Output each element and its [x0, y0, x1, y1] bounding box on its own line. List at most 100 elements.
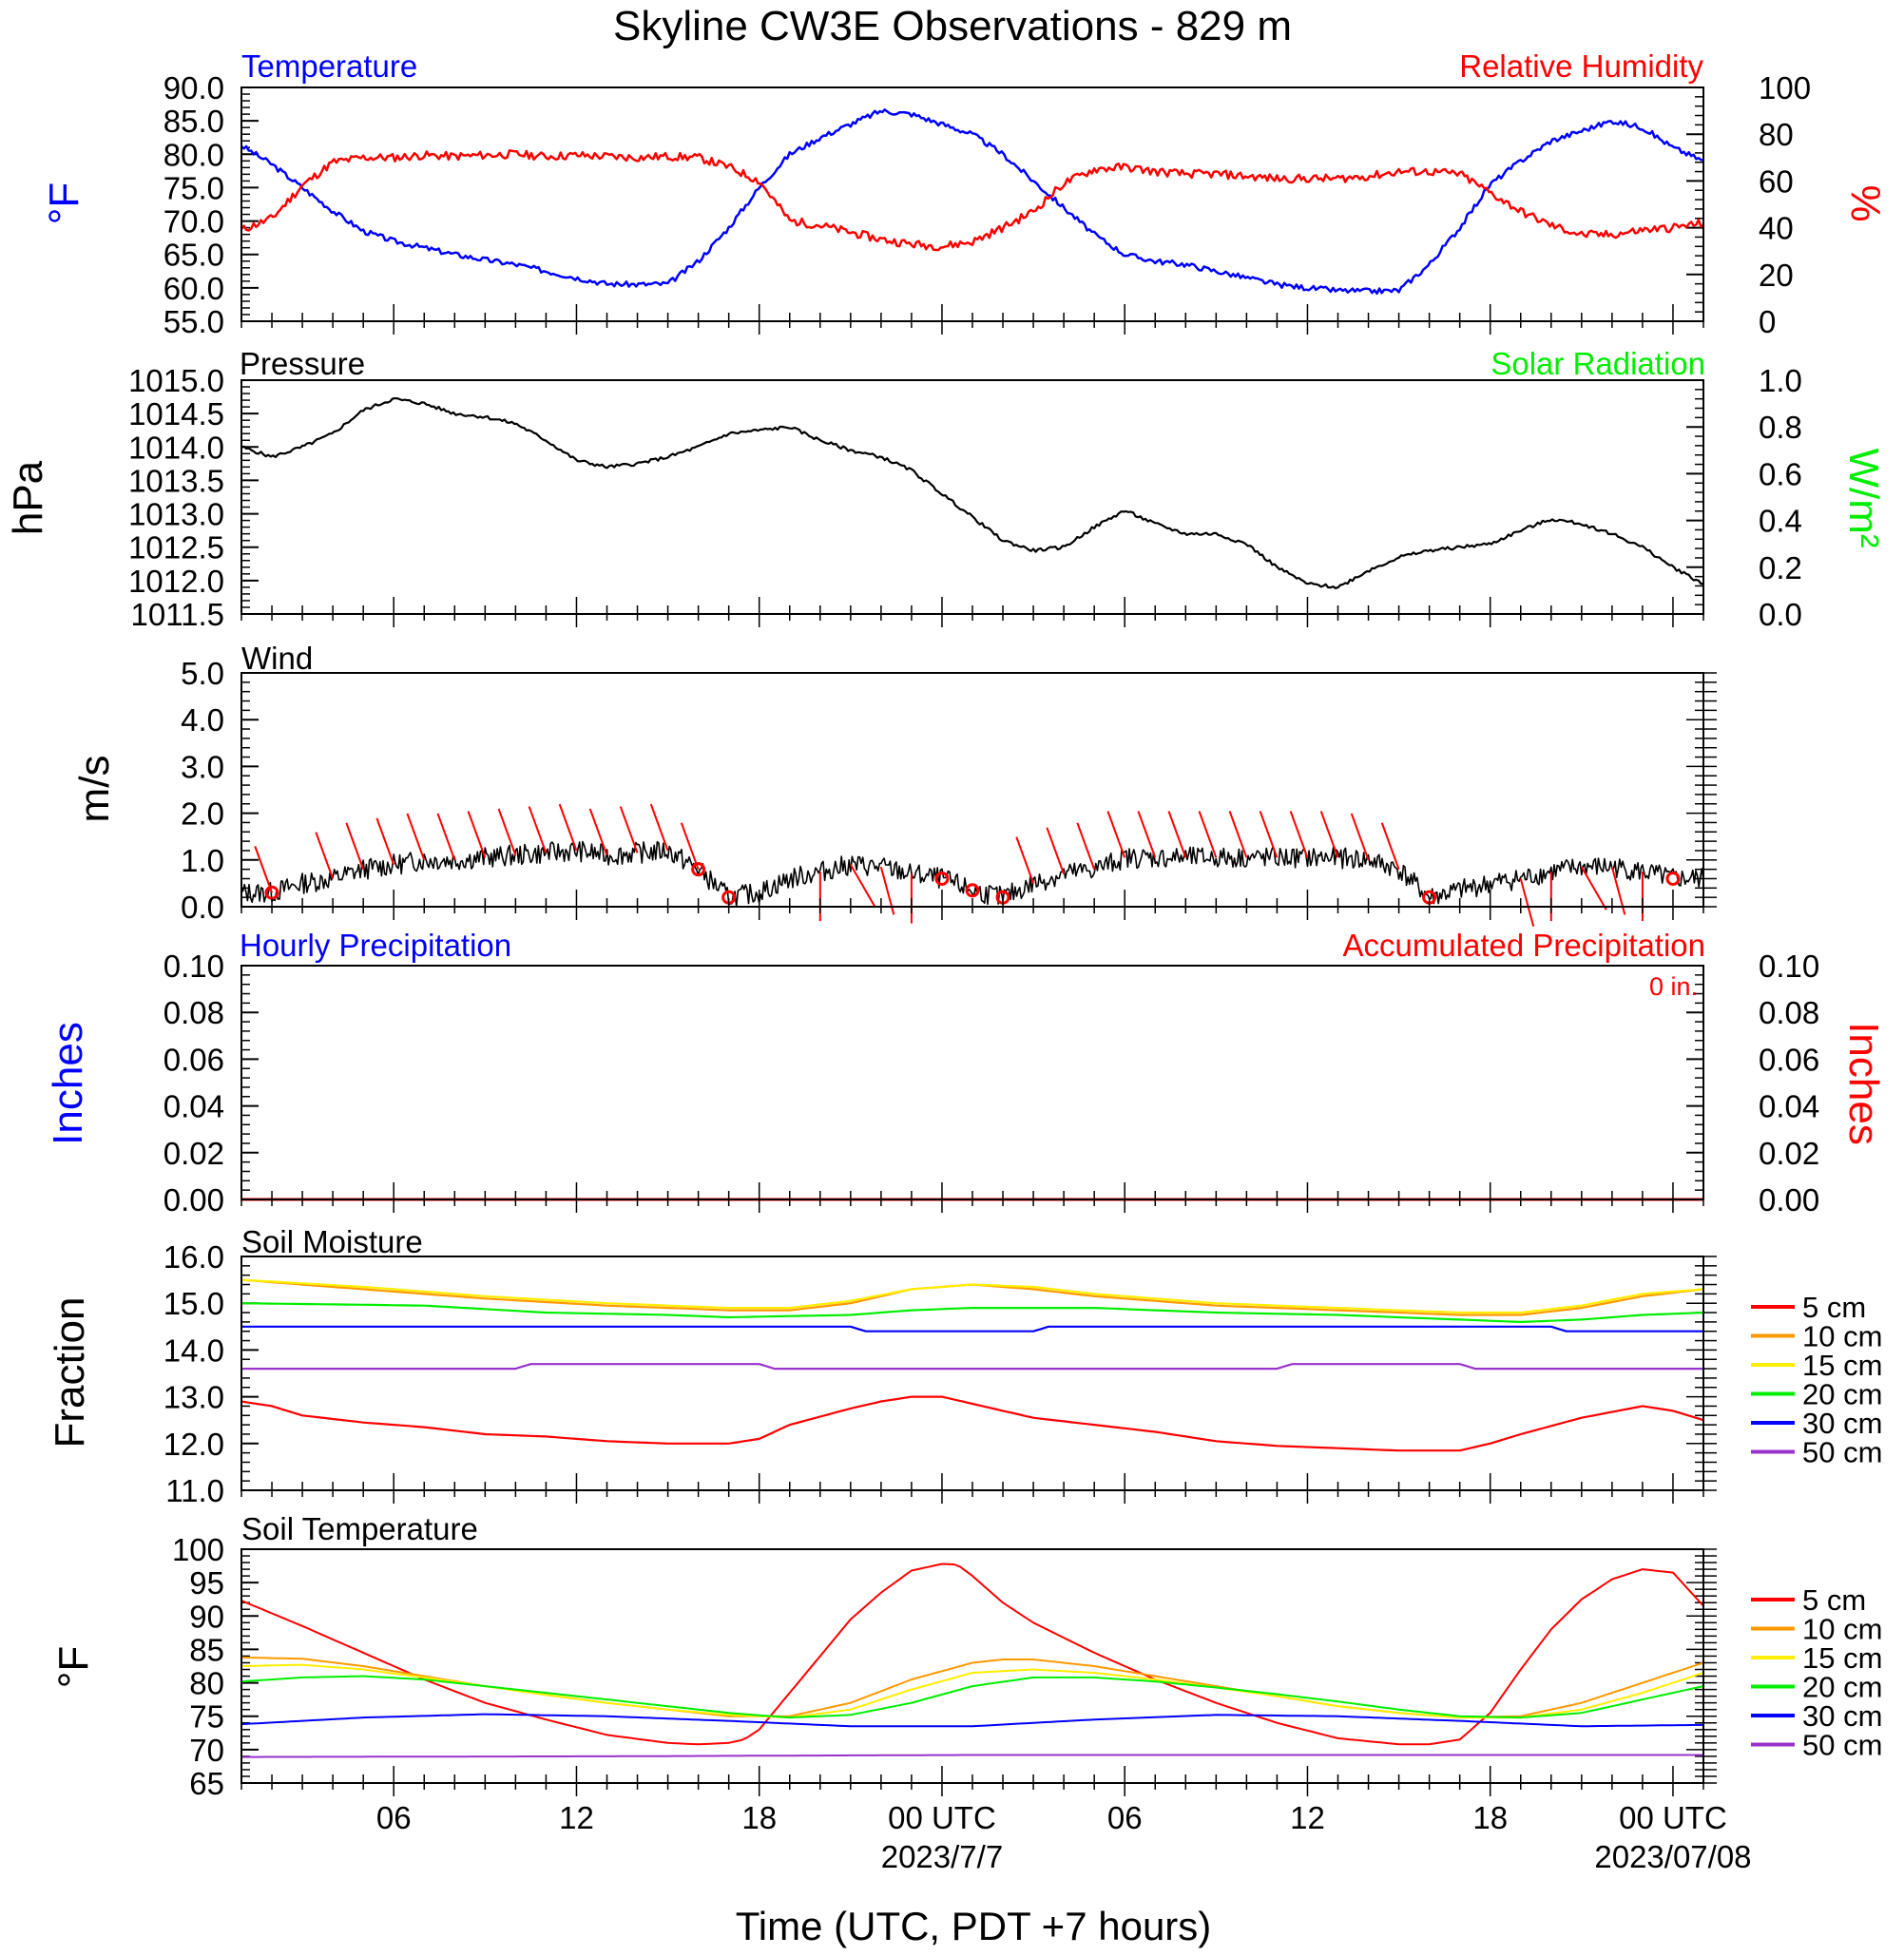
precip-right-tick-label: 0.00 [1759, 1182, 1819, 1218]
legend-label: 50 cm [1802, 1436, 1882, 1469]
pres-right-tick-label: 0.4 [1759, 504, 1802, 539]
solar-radiation-y-ticks: 1.0 0.8 0.6 0.4 0.2 0.0 [1686, 363, 1802, 632]
wind-barb [1076, 822, 1096, 870]
temp-left-tick-label: 75.0 [163, 170, 224, 205]
soil-temperature-50cm-series-line [241, 1754, 1703, 1758]
temperature-label: Temperature [241, 48, 417, 84]
soil-moisture-30cm-series-line [241, 1325, 1703, 1333]
pressure-panel: Pressure Solar Radiation hPa W/m² 1015.0… [5, 346, 1887, 632]
pres-left-tick-label: 1011.5 [131, 597, 224, 632]
solar-radiation-label: Solar Radiation [1491, 346, 1705, 381]
wind-plot-area [240, 803, 1704, 927]
legend-label: 20 cm [1802, 1671, 1882, 1704]
soilt-left-tick-label: 65 [189, 1766, 224, 1801]
soil-moisture-unit: Fraction [47, 1297, 93, 1448]
precip-right-tick-label: 0.02 [1759, 1136, 1819, 1171]
pres-right-tick-label: 1.0 [1759, 363, 1802, 398]
legend-label: 30 cm [1802, 1407, 1882, 1440]
pres-left-tick-label: 1015.0 [128, 363, 224, 398]
x-date-label: 2023/7/7 [881, 1839, 1003, 1874]
soilm-left-tick-label: 12.0 [163, 1427, 224, 1462]
wind-barb [1137, 811, 1157, 858]
legend-label: 15 cm [1802, 1641, 1882, 1675]
wind-panel: Wind m/s 5.0 4.0 3.0 2.0 1.0 0.0 [71, 641, 1717, 927]
soil-moisture-plot-area [240, 1278, 1704, 1452]
legend-label: 50 cm [1802, 1729, 1882, 1762]
humidity-unit: % [1842, 184, 1889, 221]
temperature-series-line [240, 108, 1704, 296]
precip-left-tick-label: 0.02 [163, 1136, 224, 1171]
pressure-plot-area [240, 397, 1703, 589]
precip-right-tick-label: 0.04 [1759, 1089, 1819, 1124]
soil-temperature-30cm-series-line [240, 1713, 1703, 1728]
wind-speed-series-line [240, 840, 1704, 908]
wind-barb [1319, 811, 1339, 858]
soil-temperature-unit: °F [50, 1646, 97, 1688]
wind-left-tick-label: 2.0 [181, 796, 224, 832]
temperature-unit: °F [41, 182, 87, 224]
relative-humidity-label: Relative Humidity [1459, 48, 1703, 84]
wind-y-ticks: 5.0 4.0 3.0 2.0 1.0 0.0 [181, 656, 259, 925]
pres-left-tick-label: 1013.0 [128, 497, 224, 532]
calm-wind-marker [691, 862, 706, 877]
soilm-left-tick-label: 11.0 [165, 1473, 224, 1508]
soil-temperature-label: Soil Temperature [241, 1511, 478, 1546]
precipitation-panel: Hourly Precipitation Accumulated Precipi… [45, 928, 1887, 1218]
temp-right-tick-label: 40 [1759, 211, 1794, 246]
legend-label: 5 cm [1802, 1291, 1866, 1324]
wind-barb [375, 817, 395, 866]
precip-left-tick-label: 0.00 [163, 1182, 224, 1218]
soil-temperature-right-ticks [1686, 1548, 1717, 1784]
pres-right-tick-label: 0.0 [1759, 597, 1802, 632]
wind-barb [649, 803, 669, 852]
soil-moisture-y-ticks: 16.0 15.0 14.0 13.0 12.0 11.0 [163, 1239, 259, 1508]
temperature-panel: Temperature Relative Humidity °F % 90.08… [41, 48, 1889, 339]
legend-label: 10 cm [1802, 1613, 1882, 1646]
soil-moisture-5cm-series-line [240, 1395, 1704, 1452]
hourly-precipitation-label: Hourly Precipitation [240, 928, 511, 963]
x-tick-label: 00 UTC [888, 1800, 996, 1835]
temperature-y-ticks: 90.085.080.075.070.065.060.055.0 [163, 70, 259, 339]
precipitation-y-ticks: 0.10 0.08 0.06 0.04 0.02 0.00 [163, 949, 259, 1218]
pres-left-tick-label: 1013.5 [128, 463, 224, 498]
calm-wind-marker [965, 883, 980, 898]
wind-unit: m/s [71, 756, 118, 823]
temp-left-tick-label: 80.0 [163, 137, 224, 172]
accumulated-precipitation-unit: Inches [1840, 1022, 1887, 1145]
wind-label: Wind [241, 641, 313, 676]
wind-left-tick-label: 3.0 [181, 749, 224, 784]
wind-barb [1580, 866, 1607, 911]
precip-left-tick-label: 0.10 [163, 949, 224, 984]
relative-humidity-series-line [240, 149, 1704, 252]
temp-left-tick-label: 55.0 [163, 304, 224, 339]
calm-wind-marker [1665, 871, 1681, 886]
soil-moisture-20cm-series-line [240, 1302, 1704, 1323]
wind-barb [1015, 836, 1035, 884]
soilt-left-tick-label: 75 [189, 1699, 224, 1735]
wind-barb [1380, 822, 1400, 870]
wind-left-tick-label: 4.0 [181, 702, 224, 738]
solar-radiation-unit: W/m² [1840, 448, 1887, 547]
temp-left-tick-label: 70.0 [163, 204, 224, 240]
pres-left-tick-label: 1014.5 [128, 396, 224, 431]
wind-barb [1046, 827, 1066, 874]
wind-barb [345, 822, 365, 870]
soilt-left-tick-label: 85 [189, 1632, 224, 1667]
wind-barb [497, 808, 517, 856]
wind-barb [1228, 811, 1248, 858]
x-date-label: 2023/07/08 [1594, 1839, 1751, 1874]
temp-left-tick-label: 85.0 [163, 104, 224, 139]
x-tick-label: 06 [1107, 1800, 1143, 1835]
soilm-left-tick-label: 13.0 [163, 1380, 224, 1415]
calm-wind-marker [934, 871, 950, 886]
wind-left-tick-label: 1.0 [181, 843, 224, 878]
x-tick-label: 12 [559, 1800, 594, 1835]
precip-left-tick-label: 0.08 [163, 995, 224, 1030]
precip-left-tick-label: 0.06 [163, 1042, 224, 1077]
figure-title: Skyline CW3E Observations - 829 m [613, 3, 1292, 49]
